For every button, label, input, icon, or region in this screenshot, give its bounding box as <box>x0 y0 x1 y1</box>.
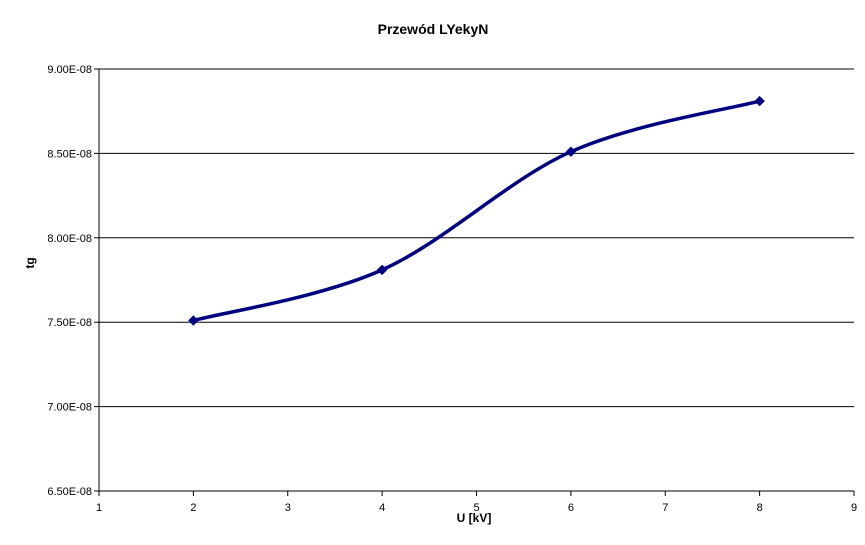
x-tick-label: 9 <box>851 502 857 514</box>
x-tick-label: 8 <box>757 502 763 514</box>
x-axis-tick-labels: 1 2 3 4 5 6 7 8 9 <box>96 502 857 514</box>
x-tick-label: 2 <box>190 502 196 514</box>
chart-title: Przewód LYekyN <box>378 21 489 37</box>
x-tick-label: 7 <box>662 502 668 514</box>
data-point-marker <box>565 146 577 157</box>
y-axis-label: tg <box>23 257 37 268</box>
data-point-marker <box>754 95 765 107</box>
y-tick-label: 7.50E-08 <box>47 317 92 329</box>
y-tick-label: 7.00E-08 <box>47 402 92 414</box>
y-tick-label: 9.00E-08 <box>47 64 92 76</box>
y-tick-label: 8.00E-08 <box>47 233 92 245</box>
x-tick-label: 3 <box>285 502 291 514</box>
x-tick-label: 6 <box>568 502 574 514</box>
x-tick-label: 4 <box>379 502 385 514</box>
data-point-marker <box>376 264 388 276</box>
series-line <box>191 99 762 323</box>
axes <box>94 68 855 496</box>
x-tick-label: 5 <box>473 502 479 514</box>
y-tick-label: 6.50E-08 <box>47 486 92 498</box>
y-axis-tick-labels: 6.50E-08 7.00E-08 7.50E-08 8.00E-08 8.50E-08… <box>47 64 92 498</box>
x-tick-label: 1 <box>96 502 102 514</box>
x-axis-label: U [kV] <box>457 511 492 525</box>
y-tick-label: 8.50E-08 <box>47 148 92 160</box>
series-layer <box>188 95 765 326</box>
data-point-marker <box>188 315 199 326</box>
gridlines <box>99 68 854 408</box>
